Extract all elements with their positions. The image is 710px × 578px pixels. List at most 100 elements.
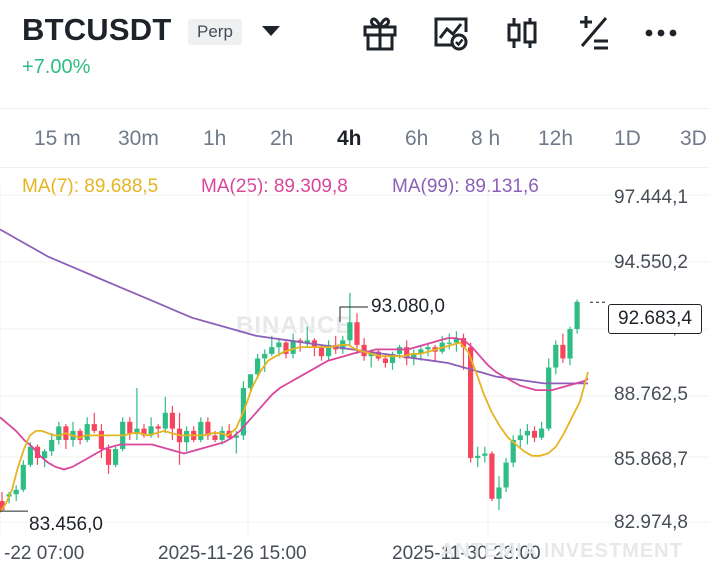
candle-body: [91, 424, 97, 431]
candle-body: [212, 435, 218, 440]
symbol-title[interactable]: BTCUSDT: [22, 12, 172, 47]
candle-body: [354, 322, 360, 345]
timeframe-tabs: 15 m 30m 1h 2h 4h 6h 8 h 12h 1D 3D: [0, 108, 710, 168]
x-axis-label: 2025-11-26 15:00: [158, 543, 307, 564]
candle-body: [446, 342, 452, 344]
legend-ma99: MA(99): 89.131,6: [392, 176, 539, 197]
candle-body: [105, 448, 112, 465]
candle-body: [127, 421, 133, 434]
tab-8h[interactable]: 8 h: [471, 127, 501, 150]
candle-body: [475, 455, 481, 459]
candle-body: [27, 446, 33, 465]
candle-body: [397, 347, 403, 354]
candle-body: [468, 347, 474, 459]
candle-body: [510, 439, 516, 463]
x-axis-label: -22 07:00: [4, 543, 85, 564]
candle-body: [56, 426, 62, 440]
y-axis-label: 88.762,5: [614, 384, 688, 405]
tab-4h[interactable]: 4h: [337, 127, 362, 150]
candle-body: [219, 430, 225, 440]
candle-body: [489, 453, 495, 499]
candle-body: [184, 430, 190, 443]
price-chart[interactable]: [0, 166, 710, 578]
candle-body: [0, 501, 5, 511]
candle-body: [318, 347, 325, 357]
contract-type-badge: Perp: [188, 19, 242, 45]
candle-body: [496, 487, 502, 499]
candle-body: [453, 338, 459, 343]
legend-ma25: MA(25): 89.309,8: [201, 176, 348, 197]
chevron-down-icon[interactable]: [262, 26, 280, 36]
candle-body: [169, 412, 175, 429]
high-annotation-leader: [339, 306, 368, 322]
candle-body: [98, 430, 104, 449]
gift-icon[interactable]: [361, 14, 399, 52]
candle-body: [567, 329, 573, 359]
y-axis-label: 97.444,1: [614, 187, 688, 208]
tab-1d[interactable]: 1D: [614, 127, 641, 150]
candle-body: [503, 462, 509, 488]
draw-tools-icon[interactable]: [574, 14, 612, 52]
candle-body: [162, 412, 168, 429]
candle-body: [13, 489, 19, 495]
candle-body: [553, 344, 559, 368]
ma99-line: [0, 228, 588, 385]
ma25-line: [0, 337, 589, 471]
tab-1h[interactable]: 1h: [203, 127, 227, 150]
candle-body: [205, 421, 211, 436]
candle-body: [574, 301, 580, 330]
candle-body: [20, 464, 26, 490]
candle-body: [425, 347, 431, 350]
x-axis-label: 2025-11-30 23:00: [392, 543, 541, 564]
price-change: +7.00%: [22, 56, 91, 78]
candle-body: [560, 344, 566, 359]
candlestick-icon[interactable]: [503, 14, 541, 52]
candle-body: [134, 428, 140, 434]
candle-body: [276, 342, 282, 348]
candle-body: [233, 435, 239, 438]
candle-body: [247, 374, 254, 388]
candle-body: [148, 426, 154, 436]
ma7-line: [0, 341, 589, 513]
candle-body: [524, 430, 530, 436]
candle-body: [283, 342, 289, 354]
candle-body: [418, 349, 424, 354]
tab-15m[interactable]: 15 m: [34, 127, 81, 150]
chart-alert-icon[interactable]: [432, 14, 470, 52]
high-price-annotation: 93.080,0: [371, 296, 445, 317]
last-price-label: 92.683,4: [608, 304, 702, 334]
candle-body: [290, 340, 296, 354]
y-axis-label: 82.974,8: [614, 512, 688, 533]
candle-body: [482, 453, 488, 456]
low-price-annotation: 83.456,0: [29, 514, 103, 535]
tab-30m[interactable]: 30m: [118, 127, 159, 150]
candle-body: [198, 421, 204, 440]
tab-6h[interactable]: 6h: [405, 127, 429, 150]
tab-2h[interactable]: 2h: [270, 127, 294, 150]
watermark-bottom-right: ANTEMIA INVESTMENT: [440, 540, 683, 562]
candle-body: [460, 338, 467, 348]
candle-body: [269, 347, 275, 354]
more-icon[interactable]: [642, 14, 680, 52]
tab-3d[interactable]: 3D: [680, 127, 707, 150]
candle-body: [77, 430, 83, 440]
candle-body: [546, 367, 552, 429]
candle-body: [411, 353, 417, 359]
candle-body: [255, 358, 261, 375]
candle-body: [531, 430, 538, 438]
candle-body: [262, 353, 268, 359]
candle-body: [539, 428, 545, 438]
candle-body: [404, 347, 410, 359]
candle-body: [84, 424, 90, 440]
y-axis-label: 85.868,7: [614, 449, 688, 470]
y-axis-label: 94.550,2: [614, 252, 688, 273]
candle-body: [155, 426, 161, 429]
candle-body: [326, 344, 332, 357]
candle-body: [347, 322, 353, 341]
tab-12h[interactable]: 12h: [538, 127, 574, 150]
header: BTCUSDT Perp +7.00%: [0, 0, 710, 100]
candle-body: [304, 340, 310, 343]
candle-body: [382, 358, 388, 363]
legend-ma7: MA(7): 89.688,5: [22, 176, 159, 197]
candle-body: [113, 448, 119, 465]
